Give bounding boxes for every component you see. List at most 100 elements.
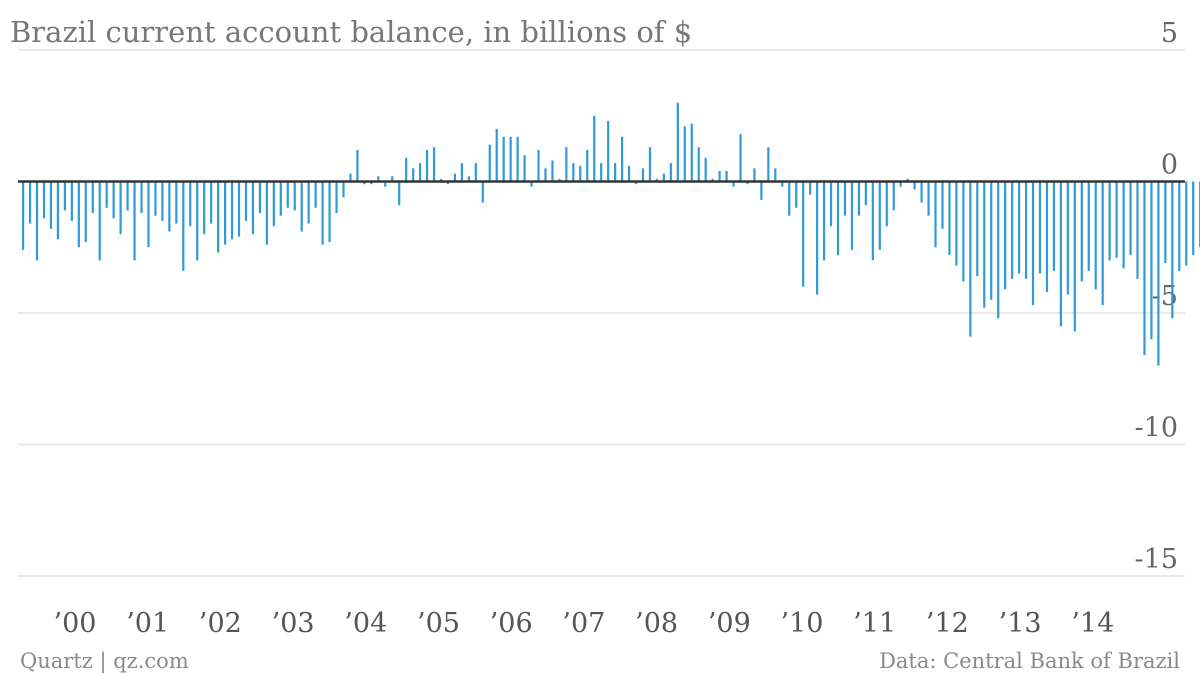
bar — [669, 163, 672, 182]
bar — [565, 147, 568, 182]
bar — [774, 168, 777, 182]
bar — [593, 115, 596, 182]
bar — [1059, 181, 1062, 327]
bar — [634, 181, 638, 185]
bar — [286, 181, 289, 208]
bar — [614, 163, 617, 182]
bar — [237, 181, 241, 237]
bar — [425, 149, 429, 182]
bar — [927, 181, 930, 216]
bar — [983, 181, 986, 308]
bar — [641, 168, 645, 182]
bar — [84, 181, 87, 242]
bar — [1108, 181, 1111, 261]
bar — [920, 181, 923, 203]
y-tick-label: -5 — [1152, 281, 1178, 312]
bar — [767, 147, 770, 182]
gridlines — [18, 49, 1185, 577]
bar — [899, 181, 902, 187]
bar — [314, 181, 317, 208]
bar — [28, 181, 32, 224]
bar — [655, 178, 659, 182]
bar — [189, 181, 192, 227]
bar — [1157, 181, 1160, 366]
bar — [133, 181, 136, 261]
bar — [627, 165, 631, 182]
bars — [22, 102, 1200, 366]
bar — [836, 181, 840, 256]
bar — [168, 181, 171, 232]
bar — [467, 176, 470, 182]
bar — [753, 168, 756, 182]
bar — [1101, 181, 1104, 306]
x-tick-label: ’02 — [199, 608, 242, 639]
bar — [997, 181, 1000, 319]
bar — [98, 181, 101, 261]
bar — [1087, 181, 1090, 271]
bar — [349, 173, 352, 182]
bar — [481, 181, 484, 203]
bar — [251, 181, 255, 235]
x-tick-label: ’10 — [781, 608, 824, 639]
bar — [760, 181, 763, 200]
bar — [22, 181, 25, 250]
bar — [460, 163, 463, 182]
x-tick-label: ’14 — [1071, 608, 1114, 639]
bar — [802, 181, 805, 287]
bar — [300, 181, 303, 232]
bar — [1143, 181, 1146, 356]
bar — [607, 121, 610, 182]
bar — [272, 181, 275, 227]
bar — [1094, 181, 1097, 290]
bar — [690, 123, 693, 182]
x-tick-label: ’07 — [562, 608, 605, 639]
bar — [586, 149, 589, 182]
bar — [35, 181, 39, 261]
bar — [112, 181, 115, 219]
bar — [948, 181, 951, 256]
bar — [892, 181, 895, 211]
bar — [822, 181, 826, 261]
bar — [1073, 181, 1076, 332]
bar — [182, 181, 185, 271]
bar — [864, 181, 867, 206]
bar — [843, 181, 847, 216]
x-axis-ticks: ’00 ’01 ’02 ’03 ’04 ’05 ’06 ’07 ’08 ’09 ’10 ’11 ’12 ’… — [54, 608, 1115, 639]
x-tick-label: ’13 — [999, 608, 1042, 639]
bar — [307, 181, 310, 224]
bar — [579, 165, 582, 182]
bar — [175, 181, 178, 224]
x-tick-label: ’11 — [853, 608, 896, 639]
bar — [63, 181, 66, 211]
bar — [419, 163, 422, 182]
bar — [913, 181, 916, 190]
bar — [544, 168, 547, 182]
bar — [335, 181, 338, 214]
bar — [210, 181, 213, 224]
bar — [676, 102, 679, 182]
bar — [955, 181, 958, 266]
bar — [1018, 181, 1021, 274]
bar — [356, 149, 359, 182]
bar — [363, 181, 366, 185]
data-source: Data: Central Bank of Brazil — [879, 649, 1180, 673]
bar — [398, 181, 401, 206]
bar — [704, 157, 707, 182]
x-tick-label: ’06 — [490, 608, 533, 639]
bar — [683, 126, 686, 182]
y-tick-label: -10 — [1135, 413, 1178, 444]
bar — [969, 181, 972, 337]
bar — [1080, 181, 1083, 282]
bar — [196, 181, 199, 261]
bar — [537, 149, 540, 182]
bar — [91, 181, 94, 214]
bar — [342, 181, 345, 198]
bar — [446, 181, 450, 185]
bar — [781, 181, 784, 187]
bar — [530, 181, 533, 187]
bar — [662, 173, 665, 182]
bar — [126, 181, 129, 211]
bar — [217, 181, 220, 253]
bar — [77, 181, 80, 248]
bar — [1052, 181, 1056, 271]
